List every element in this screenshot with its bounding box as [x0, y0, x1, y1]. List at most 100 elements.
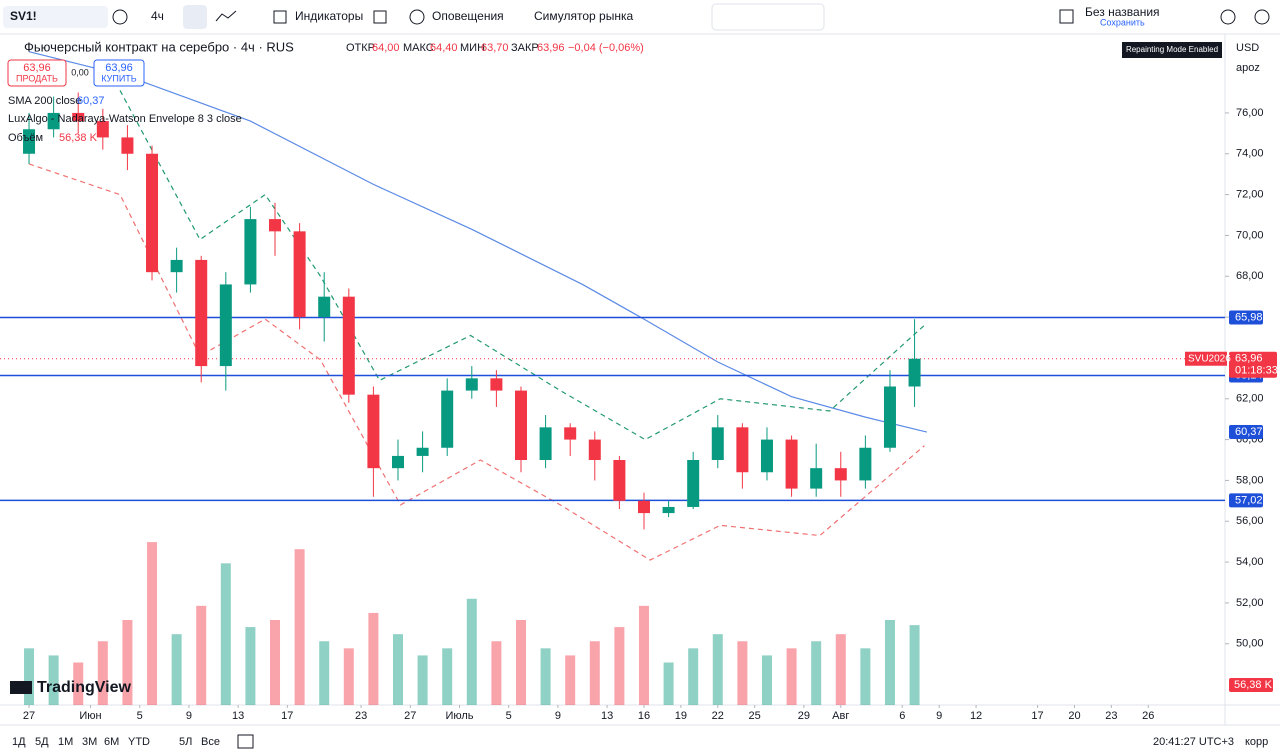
y-tick-label: 52,00 [1236, 597, 1264, 609]
compare-icon[interactable] [112, 9, 128, 25]
symbol-search[interactable] [3, 6, 108, 28]
volume-label-bg [1229, 678, 1273, 692]
y-tick-label: 76,00 [1236, 107, 1264, 119]
y-tick-label: 56,00 [1236, 515, 1264, 527]
high-value: 64,40 [430, 42, 458, 54]
candle-body [23, 129, 36, 154]
volume-bar [614, 627, 625, 705]
sell-label[interactable]: ПРОДАТЬ [16, 73, 58, 83]
candle-body [711, 427, 724, 461]
logo: TradingView [37, 679, 132, 696]
indicator-value: 60,37 [77, 95, 105, 107]
indicator-value: 56,38 K [59, 132, 98, 144]
candle-body [441, 390, 454, 448]
candle-body [490, 378, 503, 391]
clock: 20:41:27 UTC+3 [1153, 736, 1234, 748]
volume-bar [245, 627, 256, 705]
level-label: 57,02 [1235, 494, 1263, 506]
line-type-icon[interactable] [215, 10, 237, 22]
candle-body [613, 460, 626, 501]
x-tick-label: 23 [1105, 710, 1117, 722]
x-tick-label: 13 [232, 710, 244, 722]
range-button[interactable]: 5Д [35, 736, 49, 748]
sell-price[interactable]: 63,96 [23, 62, 51, 74]
candle-body [637, 500, 650, 514]
x-tick-label: 13 [601, 710, 613, 722]
buy-price[interactable]: 63,96 [105, 62, 133, 74]
x-tick-label: Июль [445, 710, 473, 722]
candle-body [810, 468, 823, 489]
volume-bar [811, 641, 822, 705]
volume-bar [860, 648, 871, 705]
x-tick-label: 12 [970, 710, 982, 722]
volume-bar [515, 620, 526, 705]
legend-title: Фьючерсный контракт на серебро · 4ч · RU… [24, 39, 294, 54]
candle-body [318, 296, 331, 318]
range-button[interactable]: Все [201, 736, 220, 748]
range-button[interactable]: YTD [128, 736, 150, 748]
volume-bar [368, 612, 379, 705]
indicator-name: Объём [8, 132, 43, 144]
level-label-bg [1229, 493, 1263, 508]
layout-name[interactable]: Без названия [1085, 5, 1160, 19]
layouts-icon[interactable] [373, 10, 387, 24]
logo-icon [10, 681, 32, 694]
x-tick-label: 19 [675, 710, 687, 722]
sell-button[interactable] [7, 59, 67, 87]
candle-body [219, 284, 232, 367]
candle-body [96, 121, 109, 138]
x-tick-label: 29 [798, 710, 810, 722]
y-tick-label: 72,00 [1236, 188, 1264, 200]
candle-body [72, 112, 85, 122]
volume-bar [565, 655, 576, 705]
candle-body [146, 153, 159, 273]
badge-bg [1122, 42, 1222, 58]
layout-icon[interactable] [1059, 9, 1074, 24]
low-label: МИН [460, 42, 485, 54]
countdown: 01:18:33 [1235, 365, 1278, 377]
candle-body [588, 439, 601, 461]
date-range-icon[interactable] [237, 734, 254, 749]
candle-body [564, 427, 577, 440]
level-label: 65,98 [1235, 311, 1263, 323]
range-button[interactable]: 6М [104, 736, 119, 748]
range-button[interactable]: 1Д [12, 736, 26, 748]
candle-body [760, 439, 773, 473]
volume-bar [589, 641, 600, 705]
settings-icon[interactable] [1220, 9, 1236, 25]
range-button[interactable]: 3М [82, 736, 97, 748]
buy-label[interactable]: КУПИТЬ [101, 73, 136, 83]
y-tick-label: 54,00 [1236, 556, 1264, 568]
interval[interactable]: 4ч [151, 9, 164, 23]
indicators-icon[interactable] [273, 10, 287, 24]
change-value: −0,04 (−0,06%) [568, 42, 644, 54]
badge: Repainting Mode Enabled [1126, 45, 1218, 54]
camera-icon[interactable] [1254, 9, 1270, 25]
alert-icon[interactable] [409, 9, 425, 25]
x-tick-label: 27 [23, 710, 35, 722]
envelope-upper [119, 90, 925, 441]
replay-button[interactable]: Симулятор рынка [534, 9, 633, 23]
buy-button[interactable] [93, 59, 145, 87]
alerts-button[interactable]: Оповещения [432, 9, 504, 23]
indicators-button[interactable]: Индикаторы [295, 9, 363, 23]
candle-type-button[interactable] [183, 5, 207, 29]
volume-bar [491, 641, 502, 705]
adjust[interactable]: корр [1245, 736, 1268, 748]
range-button[interactable]: 5Л [179, 736, 192, 748]
currency[interactable]: USD [1236, 42, 1259, 54]
envelope-lower [28, 163, 925, 561]
drawing-toolbar[interactable] [711, 3, 825, 31]
candle-body [687, 460, 700, 507]
open-value: 64,00 [372, 42, 400, 54]
candle-body [269, 219, 282, 232]
last-price-label: 63,96 [1235, 353, 1263, 365]
x-tick-label: 22 [712, 710, 724, 722]
overlay: Фьючерсный контракт на серебро · 4ч · RU… [7, 39, 1278, 749]
volume-bar [909, 625, 920, 705]
symbol[interactable]: SV1! [10, 9, 37, 23]
range-button[interactable]: 1М [58, 736, 73, 748]
scale-mode[interactable]: apoz [1236, 62, 1260, 74]
sma-label: 60,37 [1235, 426, 1263, 438]
